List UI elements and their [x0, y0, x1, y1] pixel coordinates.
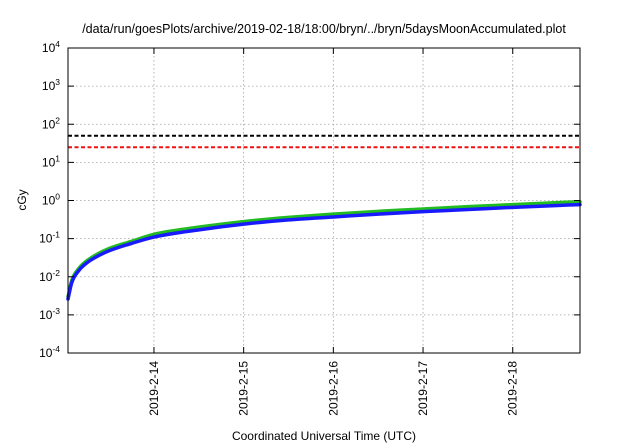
x-axis: 2019-2-14 2019-2-15 2019-2-16 2019-2-17 2019…: [147, 48, 520, 416]
y-tick-label: 10-1: [39, 230, 60, 246]
reference-lines: [68, 134, 580, 149]
x-tick-label: 2019-2-16: [326, 361, 340, 416]
x-tick-label: 2019-2-15: [237, 361, 251, 416]
y-tick-label: 101: [42, 153, 60, 169]
y-axis-title: cGy: [15, 189, 29, 210]
y-tick-label: 100: [42, 192, 60, 208]
y-tick-label: 10-4: [39, 344, 60, 360]
x-tick-label: 2019-2-17: [416, 361, 430, 416]
grid: [68, 48, 580, 353]
x-tick-label: 2019-2-14: [147, 361, 161, 416]
y-axis: 10-4 10-3 10-2 10-1 100 101 102 103 104: [39, 39, 580, 360]
chart-title: /data/run/goesPlots/archive/2019-02-18/1…: [82, 22, 566, 36]
y-tick-label: 102: [42, 115, 60, 131]
y-tick-label: 10-3: [39, 306, 60, 322]
y-tick-label: 104: [42, 39, 60, 55]
series-line-2: [66, 202, 582, 301]
x-axis-title: Coordinated Universal Time (UTC): [232, 429, 416, 443]
y-tick-label: 103: [42, 77, 60, 93]
y-tick-label: 10-2: [39, 268, 60, 284]
series-lines: [66, 199, 582, 301]
x-tick-label: 2019-2-18: [506, 361, 520, 416]
